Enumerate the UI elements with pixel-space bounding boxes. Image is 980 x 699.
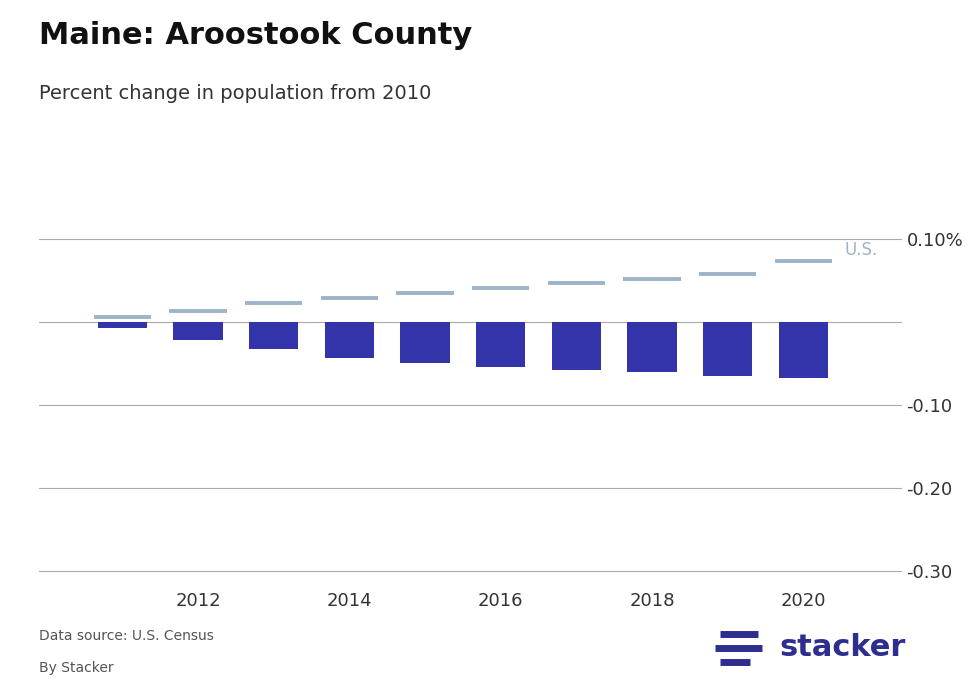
Text: Maine: Aroostook County: Maine: Aroostook County <box>39 21 472 50</box>
Bar <box>173 322 222 340</box>
Bar <box>476 322 525 367</box>
Bar <box>779 322 828 378</box>
Bar <box>703 322 753 375</box>
Text: By Stacker: By Stacker <box>39 661 114 675</box>
Bar <box>249 322 298 349</box>
Bar <box>552 322 601 370</box>
Bar <box>401 322 450 363</box>
Text: U.S.: U.S. <box>845 240 878 259</box>
Text: stacker: stacker <box>779 633 906 663</box>
Text: Data source: U.S. Census: Data source: U.S. Census <box>39 629 214 643</box>
Bar <box>98 322 147 329</box>
Bar <box>324 322 374 358</box>
Text: Percent change in population from 2010: Percent change in population from 2010 <box>39 84 431 103</box>
Bar <box>627 322 676 373</box>
